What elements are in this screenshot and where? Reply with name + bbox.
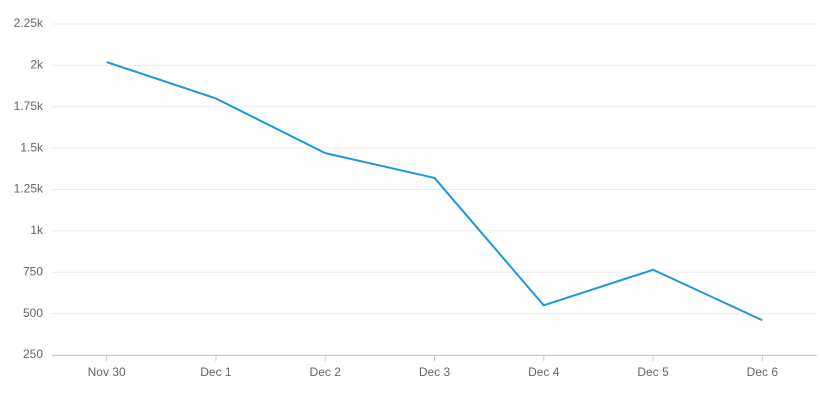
y-tick-label: 1.5k — [20, 140, 44, 154]
x-tick-label: Dec 3 — [419, 365, 451, 379]
x-tick-label: Nov 30 — [88, 365, 126, 379]
y-tick-label: 1.75k — [14, 99, 44, 113]
y-tick-label: 750 — [23, 264, 43, 278]
x-tick-label: Dec 1 — [200, 365, 232, 379]
line — [106, 61, 763, 322]
x-tick-label: Dec 6 — [747, 365, 779, 379]
y-tick-label: 500 — [23, 306, 43, 320]
y-tick-label: 2k — [30, 58, 44, 72]
x-tick-label: Dec 4 — [528, 365, 560, 379]
x-tick-label: Dec 5 — [637, 365, 669, 379]
x-tick-label: Dec 2 — [310, 365, 342, 379]
y-tick-label: 1k — [30, 223, 44, 237]
y-tick-label: 250 — [23, 347, 43, 361]
y-tick-label: 2.25k — [14, 16, 44, 30]
y-tick-label: 1.25k — [14, 182, 44, 196]
